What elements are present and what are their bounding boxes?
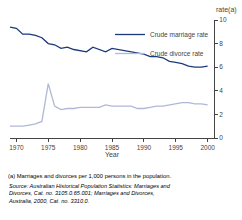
svg-text:0: 0 [219, 134, 223, 141]
svg-text:6: 6 [219, 63, 223, 70]
svg-text:1980: 1980 [73, 144, 88, 151]
svg-text:2000: 2000 [200, 144, 215, 151]
svg-text:1975: 1975 [41, 144, 56, 151]
svg-text:Crude divorce rate: Crude divorce rate [150, 50, 204, 57]
svg-text:(a) Marriages and divorces per: (a) Marriages and divorces per 1,000 per… [8, 173, 171, 179]
svg-text:Year: Year [105, 151, 120, 158]
svg-text:10: 10 [219, 16, 227, 23]
svg-text:1995: 1995 [169, 144, 184, 151]
svg-text:2: 2 [219, 111, 223, 118]
svg-text:1990: 1990 [137, 144, 152, 151]
svg-text:Source: Australian Historical: Source: Australian Historical Population… [8, 183, 171, 204]
svg-text:4: 4 [219, 87, 223, 94]
svg-text:1970: 1970 [9, 144, 24, 151]
svg-text:rate(a): rate(a) [216, 6, 237, 14]
svg-text:Crude marriage rate: Crude marriage rate [150, 31, 209, 39]
svg-text:8: 8 [219, 40, 223, 47]
svg-text:1985: 1985 [105, 144, 120, 151]
